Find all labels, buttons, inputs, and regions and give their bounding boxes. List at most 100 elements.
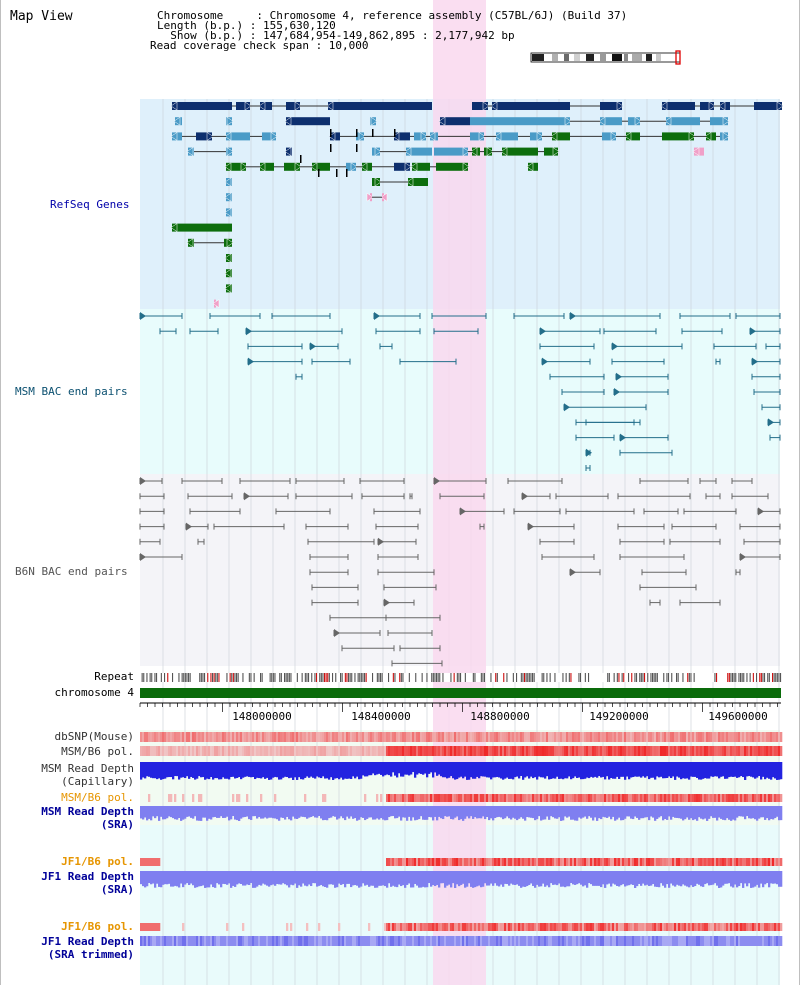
msm-pol2-cell <box>274 794 277 802</box>
msm-pol-cell <box>396 746 399 756</box>
msm-bac-pairs[interactable] <box>139 312 781 471</box>
msm-pol-cell <box>366 746 369 756</box>
jf1-trimmed-depth-bar <box>748 936 751 946</box>
jf1-trimmed-depth-bar <box>174 936 177 946</box>
dbsnp-cell <box>314 732 317 742</box>
jf1-pol-cell <box>154 858 157 866</box>
dbsnp-cell <box>210 732 213 742</box>
bac-end-arrow <box>244 492 250 501</box>
jf1-sra-depth-bar <box>542 871 545 884</box>
jf1-trimmed-depth-bar <box>200 936 203 946</box>
jf1-pol2-cell <box>538 923 541 931</box>
msm-pol2-cell <box>502 794 505 802</box>
msm-pol2-cell <box>440 794 443 802</box>
jf1-trimmed-depth-bar <box>614 936 617 946</box>
jf1-trimmed-depth-bar <box>686 936 689 946</box>
refseq-gene-features[interactable] <box>170 101 784 309</box>
track-label-b6n-bac[interactable]: B6N BAC end pairs <box>15 565 128 578</box>
msm-pol-cell <box>760 746 763 756</box>
msm-capillary-depth-bar <box>400 762 403 777</box>
jf1-trimmed-depth-bar <box>756 936 759 946</box>
msm-pol2-cell <box>174 794 177 802</box>
msm-capillary-depth-bar <box>356 762 359 777</box>
msm-sra-depth-bar <box>630 806 633 819</box>
dbsnp-cell <box>350 732 353 742</box>
gene-strand-arrow <box>380 192 388 202</box>
msm-capillary-depth-bar <box>298 762 301 778</box>
gene-strand-arrow <box>482 101 490 111</box>
bac-end-arrow <box>460 507 466 516</box>
msm-capillary-depth-bar <box>596 762 599 778</box>
msm-pol2-cell <box>754 794 757 802</box>
jf1-pol-cell <box>642 858 645 866</box>
msm-sra-depth-bar <box>760 806 763 818</box>
jf1-sra-depth-bar <box>454 871 457 888</box>
jf1-trimmed-depth-bar <box>576 936 579 946</box>
jf1-pol-cell <box>708 858 711 866</box>
track-label-msm-bac[interactable]: MSM BAC end pairs <box>15 385 128 398</box>
jf1-pol2-cell <box>602 923 605 931</box>
dbsnp-cell <box>340 732 343 742</box>
jf1-trimmed-depth-bar <box>280 936 283 946</box>
jf1-sra-depth-bar <box>456 871 459 885</box>
jf1-sra-depth-bar <box>658 871 661 888</box>
jf1-trimmed-depth-bar <box>678 936 681 946</box>
msm-pol2-cell <box>586 794 589 802</box>
jf1-sra-depth-bar <box>310 871 313 887</box>
msm-pol2-cell <box>760 794 763 802</box>
jf1-trimmed-depth-bar <box>316 936 319 946</box>
jf1-pol2-cell <box>142 923 145 931</box>
jf1-pol2-cell <box>724 923 727 931</box>
gene-strand-arrow <box>350 162 358 172</box>
b6n-bac-pairs[interactable] <box>139 477 781 667</box>
msm-capillary-depth-bar <box>430 762 433 773</box>
jf1-trimmed-depth-bar <box>354 936 357 946</box>
msm-capillary-depth-bar <box>598 762 601 777</box>
msm-pol2-cell <box>774 794 777 802</box>
jf1-sra-depth-bar <box>488 871 491 886</box>
msm-pol-cell <box>598 746 601 756</box>
jf1-pol2-cell <box>662 923 665 931</box>
msm-capillary-depth-bar <box>292 762 295 780</box>
msm-capillary-depth-bar <box>528 762 531 779</box>
jf1-pol2-cell <box>648 923 651 931</box>
msm-pol-cell <box>634 746 637 756</box>
msm-pol2-cell <box>514 794 517 802</box>
msm-capillary-depth-bar <box>570 762 573 780</box>
jf1-pol-cell <box>692 858 695 866</box>
jf1-sra-depth-bar <box>238 871 241 884</box>
track-label-refseq-genes[interactable]: RefSeq Genes <box>50 198 130 211</box>
msm-sra-depth-bar <box>252 806 255 817</box>
msm-sra-depth-bar <box>216 806 219 818</box>
msm-pol-cell <box>522 746 525 756</box>
jf1-trimmed-depth-bar <box>222 936 225 946</box>
msm-sra-depth-bar <box>494 806 497 819</box>
jf1-pol-cell <box>766 858 769 866</box>
dbsnp-cell <box>762 732 765 742</box>
jf1-pol2-cell <box>492 923 495 931</box>
msm-pol-cell <box>362 746 365 756</box>
jf1-pol2-cell <box>416 923 419 931</box>
jf1-trimmed-depth-bar <box>196 936 199 946</box>
msm-capillary-depth-bar <box>658 762 661 778</box>
exon-tick <box>336 169 338 177</box>
msm-capillary-depth-bar <box>142 762 145 778</box>
track-label-jf1-depth-trimmed: JF1 Read Depth <box>41 935 134 948</box>
msm-pol2-cell <box>772 794 775 802</box>
msm-pol-cell <box>344 746 347 756</box>
jf1-pol-cell <box>148 858 151 866</box>
msm-sra-depth-bar <box>260 806 263 819</box>
jf1-trimmed-depth-bar <box>560 936 563 946</box>
msm-sra-depth-bar <box>744 806 747 820</box>
repeat-element <box>212 673 214 682</box>
msm-capillary-depth-bar <box>422 762 425 775</box>
jf1-trimmed-depth-bar <box>464 936 467 946</box>
jf1-pol-cell <box>608 858 611 866</box>
repeat-element <box>496 673 498 682</box>
chromosome-ideogram[interactable] <box>530 50 681 65</box>
jf1-pol2-cell <box>594 923 597 931</box>
msm-pol2-cell <box>698 794 701 802</box>
repeat-element <box>584 673 586 682</box>
jf1-trimmed-depth-bar <box>578 936 581 946</box>
jf1-trimmed-depth-bar <box>408 936 411 946</box>
